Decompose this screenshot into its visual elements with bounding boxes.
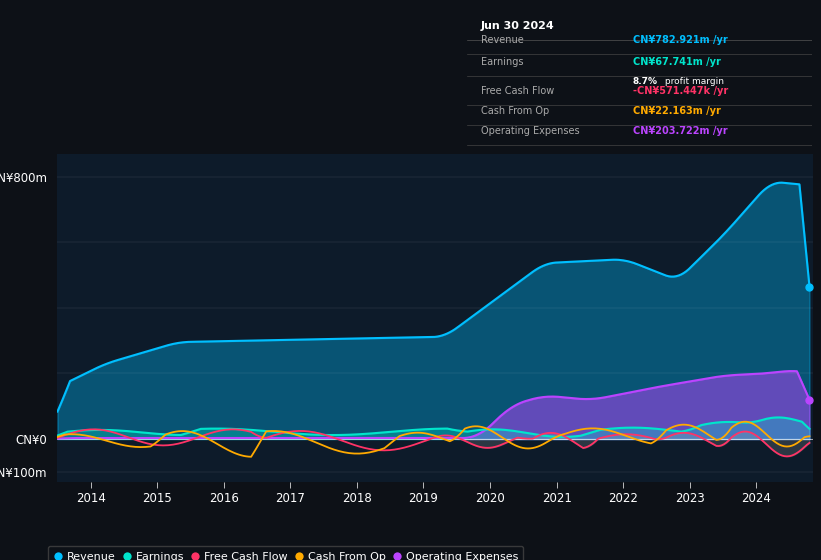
Text: Cash From Op: Cash From Op (481, 106, 549, 116)
Text: -CN¥571.447k /yr: -CN¥571.447k /yr (633, 86, 728, 96)
Text: profit margin: profit margin (662, 77, 724, 86)
Text: Earnings: Earnings (481, 57, 524, 67)
Text: CN¥67.741m /yr: CN¥67.741m /yr (633, 57, 721, 67)
Text: CN¥22.163m /yr: CN¥22.163m /yr (633, 106, 721, 116)
Text: CN¥782.921m /yr: CN¥782.921m /yr (633, 35, 727, 45)
Text: Jun 30 2024: Jun 30 2024 (481, 21, 555, 31)
Text: CN¥203.722m /yr: CN¥203.722m /yr (633, 126, 727, 136)
Text: Operating Expenses: Operating Expenses (481, 126, 580, 136)
Text: Free Cash Flow: Free Cash Flow (481, 86, 554, 96)
Text: 8.7%: 8.7% (633, 77, 658, 86)
Legend: Revenue, Earnings, Free Cash Flow, Cash From Op, Operating Expenses: Revenue, Earnings, Free Cash Flow, Cash … (48, 546, 524, 560)
Text: Revenue: Revenue (481, 35, 524, 45)
